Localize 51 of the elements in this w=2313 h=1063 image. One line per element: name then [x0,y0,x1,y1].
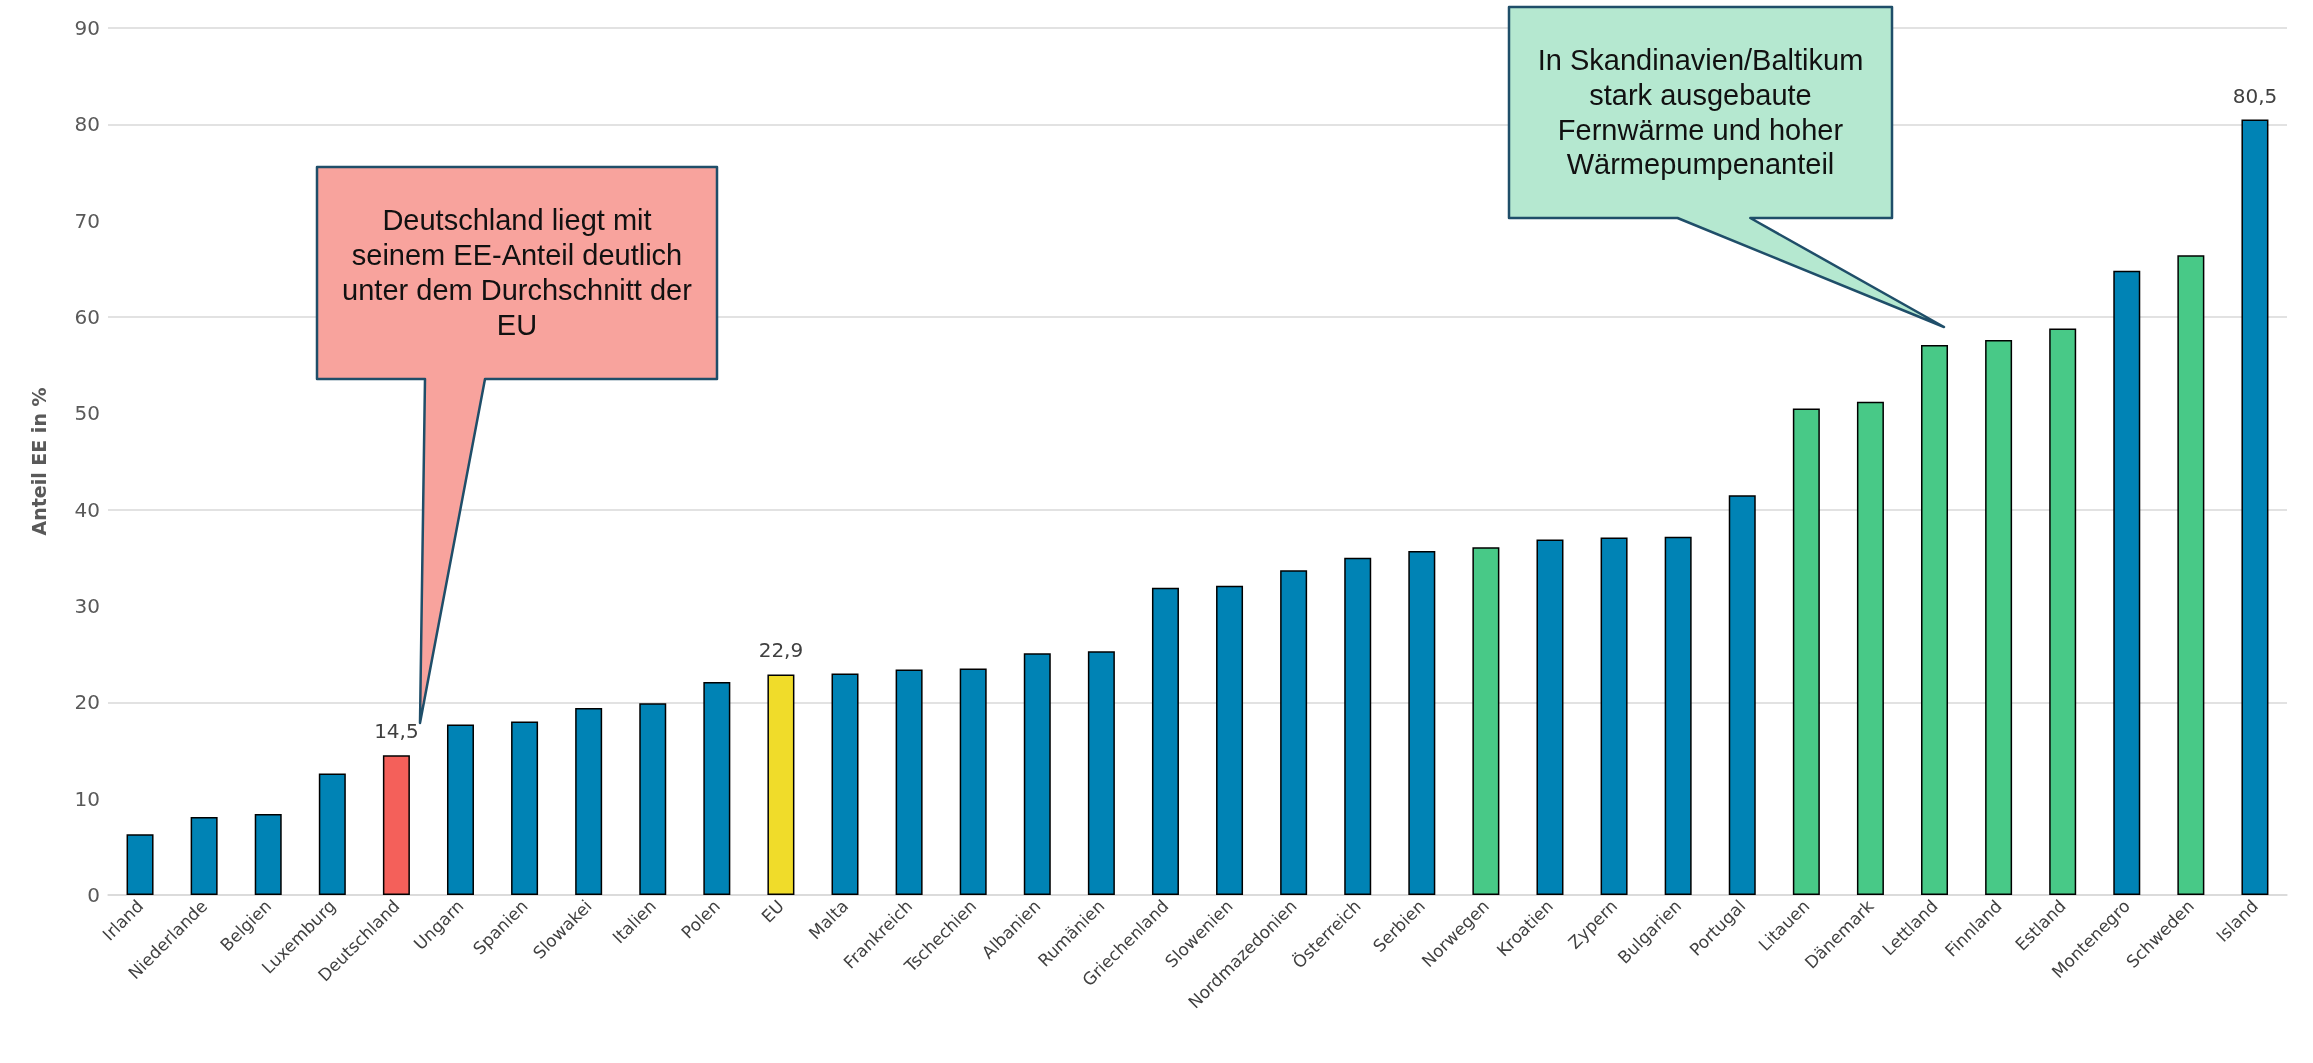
bar [703,682,731,895]
bar [1792,408,1820,895]
y-tick-label: 40 [74,497,100,522]
bar [1856,401,1884,895]
bar [190,816,218,895]
bar [959,668,987,895]
bar [382,755,410,895]
bar [767,674,795,895]
bar [1280,570,1308,895]
bar [2049,328,2077,895]
bar [1023,653,1051,895]
bar [511,721,539,895]
bar [1216,585,1244,895]
bar [1600,537,1628,895]
bar [318,773,346,895]
data-label: 14,5 [374,719,419,744]
bar [1087,651,1115,895]
y-axis-title: Anteil EE in % [27,387,50,536]
bar [639,703,667,895]
y-tick-label: 70 [74,208,100,233]
data-label: 80,5 [2232,83,2278,108]
bar [126,834,154,895]
y-tick-label: 90 [74,16,100,40]
y-tick-label: 0 [87,883,100,907]
bar [1728,495,1756,895]
bar [1472,547,1500,895]
bar [2113,270,2141,895]
bar [2241,119,2269,895]
data-label: 22,9 [758,638,804,663]
y-tick-label: 80 [74,112,100,137]
y-tick-label: 20 [74,690,100,715]
bar [254,814,282,895]
bar [1921,344,1949,895]
bar [1664,536,1692,895]
y-tick-label: 50 [74,401,100,426]
bar [1151,587,1179,895]
bar [446,724,474,895]
y-tick-label: 10 [74,786,100,811]
bar [1408,551,1436,895]
annotation: Deutschland liegt mit seinem EE-Anteil deutlich unter dem Durchschnitt der EU [341,203,693,343]
bar [895,669,923,895]
y-tick-label: 30 [74,594,100,618]
x-tick-label: EU [757,895,788,927]
bar [2177,255,2205,895]
annotation: In Skandinavien/Baltikum stark ausgebaute Fernwärme und hoher Wärmepumpenanteil [1536,42,1865,183]
bar [1985,340,2013,895]
bar [1344,557,1372,895]
y-tick-label: 60 [74,305,100,329]
bar [831,673,859,895]
bar [575,708,603,895]
bar [1536,539,1564,895]
